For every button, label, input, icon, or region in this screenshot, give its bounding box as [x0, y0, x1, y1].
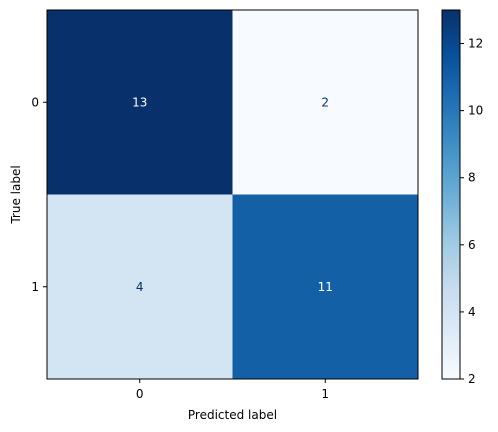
heatmap-cell-1-0	[47, 194, 233, 379]
cell-value-label-0-1: 2	[321, 95, 329, 109]
heatmap-cells	[47, 10, 418, 379]
colorbar	[441, 9, 461, 380]
y-axis-label: True label	[9, 165, 23, 224]
colorbar-ticks: 2 4 6 8 10 12	[460, 37, 483, 386]
colorbar-tick-label-1: 4	[468, 305, 476, 319]
heatmap-cell-1-1	[232, 194, 418, 379]
x-tick-label-1: 1	[321, 387, 329, 401]
colorbar-tick-label-2: 6	[468, 238, 476, 252]
heatmap-cell-labels: 13 2 4 11	[132, 95, 333, 294]
colorbar-tick-label-4: 10	[468, 104, 483, 118]
cell-value-label-0-0: 13	[132, 95, 147, 109]
colorbar-tick-label-3: 8	[468, 171, 476, 185]
plot-frame	[46, 9, 419, 380]
y-axis-ticks: 01	[31, 95, 47, 294]
heatmap-cell-0-0	[47, 10, 233, 195]
heatmap-cell-0-1	[232, 10, 418, 195]
x-axis-label: Predicted label	[188, 408, 277, 422]
colorbar-tick-label-5: 12	[468, 37, 483, 51]
cell-value-label-1-1: 11	[318, 280, 333, 294]
cell-value-label-1-0: 4	[136, 280, 144, 294]
y-tick-label-1: 1	[31, 280, 39, 294]
colorbar-tick-label-0: 2	[468, 372, 476, 386]
y-tick-label-0: 0	[31, 95, 39, 109]
x-tick-label-0: 0	[136, 387, 144, 401]
